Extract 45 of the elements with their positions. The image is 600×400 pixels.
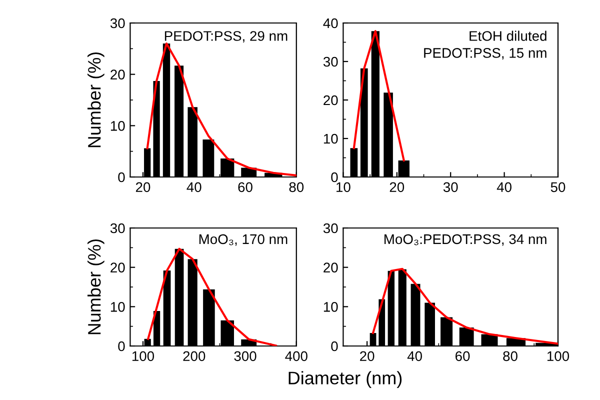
y-tick-label: 20 [324,95,338,106]
line-series [147,248,277,346]
x-tick-label: 50 [550,182,566,192]
line-series [372,268,558,345]
y-axis-title: Number (%) [88,52,104,148]
x-axis-title: Diameter (nm) [288,371,402,388]
x-tick-label: 100 [547,351,570,362]
x-tick-label: 20 [390,182,404,192]
x-tick-label: 300 [234,351,256,362]
x-tick-label: 20 [136,182,150,192]
y-tick-label: 10 [110,121,125,131]
line-series [352,30,405,162]
y-tick-label: 20 [110,262,125,273]
y-tick-label: 0 [118,341,125,352]
y-tick-label: 10 [324,302,338,312]
y-tick-label: 20 [110,70,125,80]
y-tick-label: 0 [118,172,125,182]
x-tick-label: 80 [289,182,304,192]
y-tick-label: 0 [331,341,338,352]
line-series [146,42,296,177]
y-tick-label: 30 [323,56,338,67]
y-tick-label: 20 [324,262,338,273]
x-tick-label: 40 [496,182,512,192]
annotation: EtOH diluted PEDOT:PSS, 15 nm [424,30,546,60]
x-tick-label: 40 [186,182,202,192]
x-tick-label: 40 [407,351,422,362]
y-tick-label: 10 [110,302,125,312]
x-tick-label: 20 [360,351,374,362]
y-tick-label: 30 [110,223,125,234]
y-tick-label: 40 [323,18,338,28]
annotation: MoO₃, 170 nm [199,234,288,246]
y-axis-title: Number (%) [88,239,104,334]
x-tick-label: 30 [443,182,458,192]
y-tick-label: 30 [323,223,338,234]
x-tick-label: 100 [132,351,154,362]
annotation: MoO₃:PEDOT:PSS, 34 nm [384,234,546,246]
annotation: PEDOT:PSS, 29 nm [164,31,288,43]
y-tick-label: 0 [331,172,338,182]
y-tick-label: 30 [110,18,125,28]
x-tick-label: 200 [183,351,206,362]
x-tick-label: 60 [456,351,470,362]
y-tick-label: 10 [324,134,338,144]
x-tick-label: 400 [285,351,308,362]
x-tick-label: 60 [238,182,252,192]
x-tick-label: 80 [503,351,518,362]
